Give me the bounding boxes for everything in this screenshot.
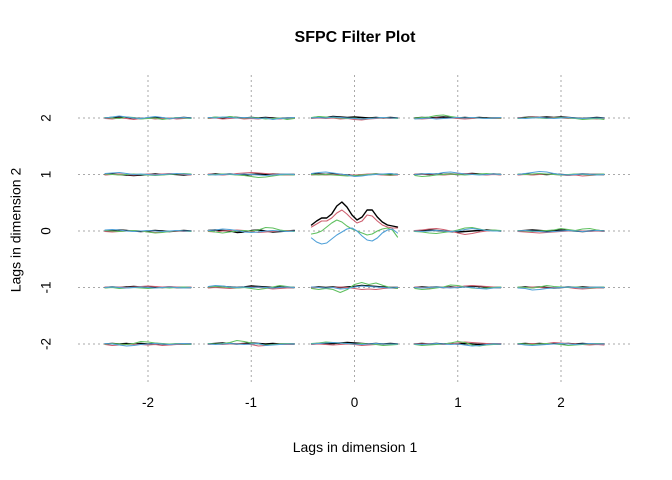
y-tick-label-p2: 2: [39, 114, 54, 122]
grid-lines: [78, 75, 632, 383]
y-tick-label-p1: 1: [39, 171, 54, 179]
x-axis-label: Lags in dimension 1: [293, 439, 418, 455]
x-tick-label-m1: -1: [245, 395, 257, 410]
y-tick-label-m1: -1: [39, 281, 54, 293]
y-tick-label-0: 0: [39, 227, 54, 235]
y-tick-label-m2: -2: [39, 338, 54, 350]
chart-title: SFPC Filter Plot: [295, 29, 417, 46]
x-tick-label-0: 0: [351, 395, 359, 410]
x-tick-label-p1: 1: [454, 395, 462, 410]
filter-curves: [104, 114, 605, 347]
x-tick-label-p2: 2: [557, 395, 565, 410]
x-tick-label-m2: -2: [142, 395, 154, 410]
y-axis-label: Lags in dimension 2: [8, 168, 24, 293]
